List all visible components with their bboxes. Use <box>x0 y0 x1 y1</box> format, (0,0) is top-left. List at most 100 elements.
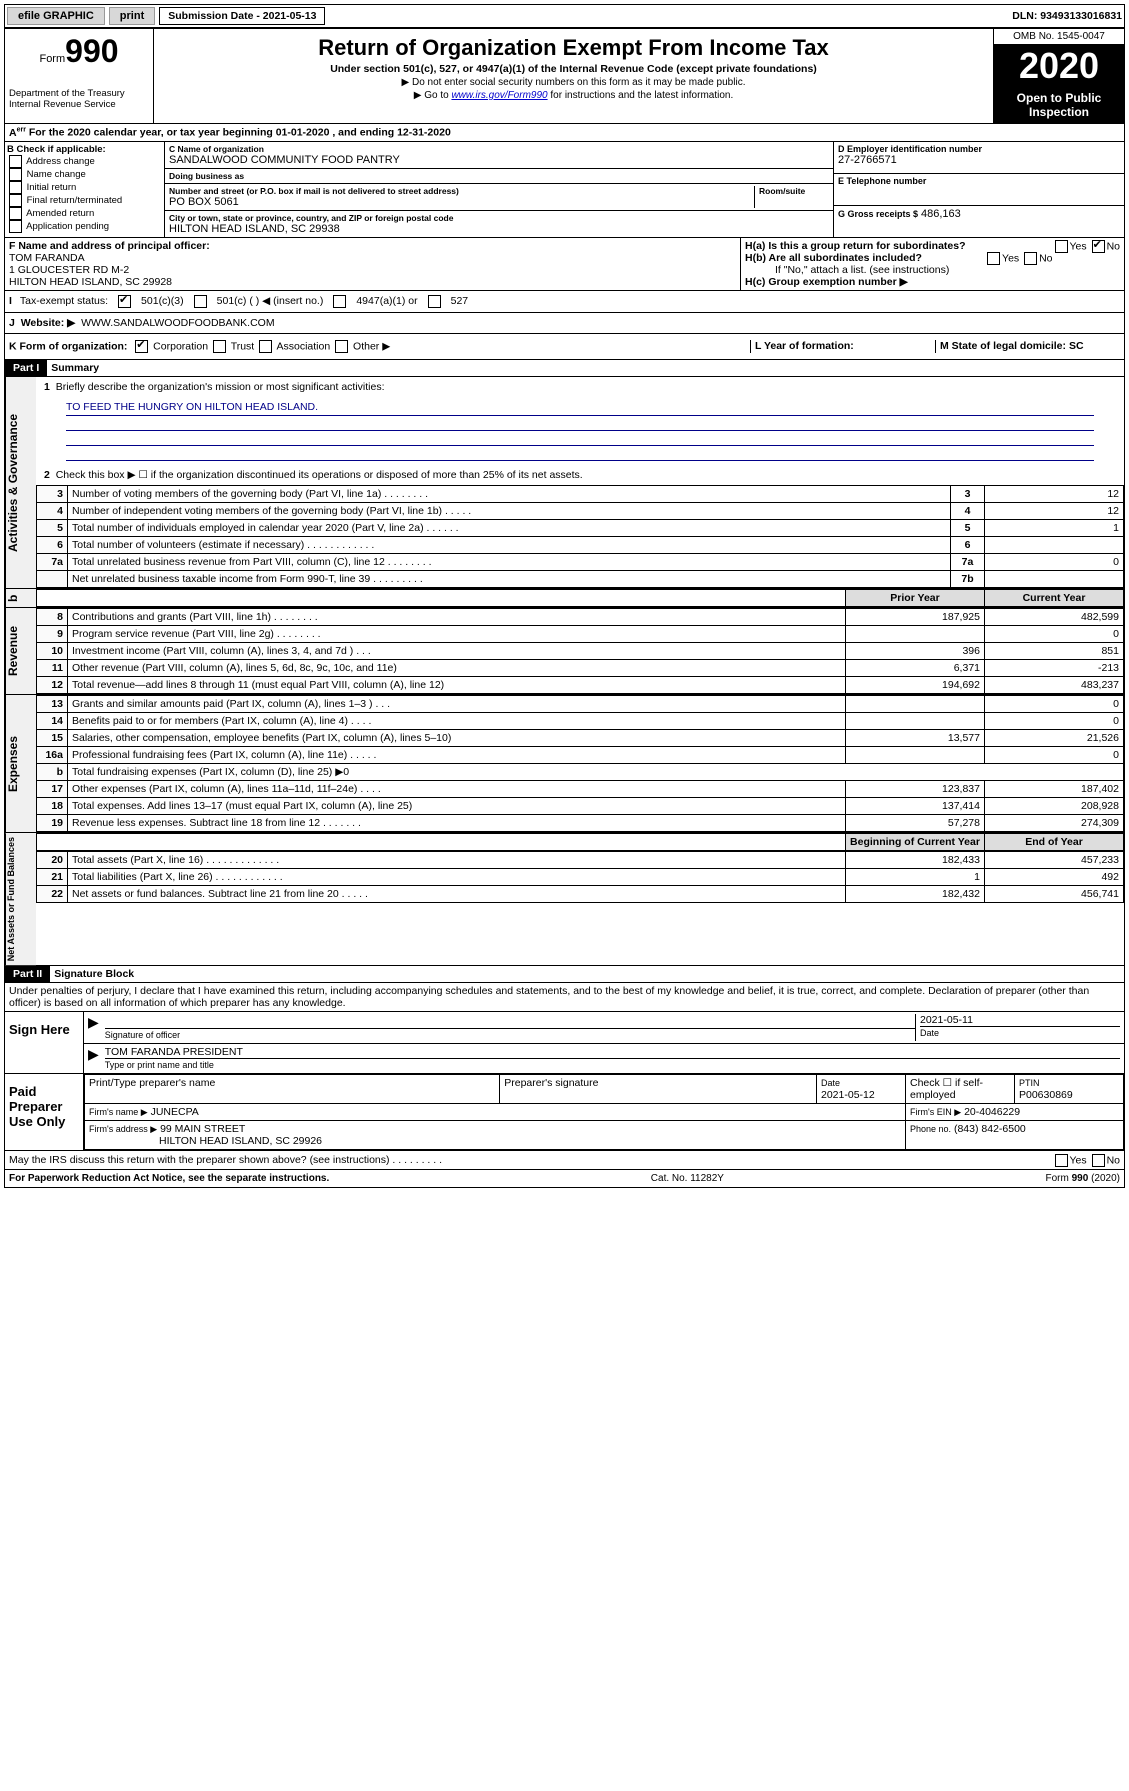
phone-label: E Telephone number <box>838 176 1120 186</box>
ha-no-checkbox[interactable] <box>1092 240 1105 253</box>
sig-name-label: Type or print name and title <box>105 1060 214 1070</box>
gross-receipts: 486,163 <box>921 208 961 220</box>
firm-phone: (843) 842-6500 <box>954 1123 1026 1135</box>
sig-date-label: Date <box>920 1028 939 1038</box>
vlabel-netassets: Net Assets or Fund Balances <box>5 833 36 965</box>
website: WWW.SANDALWOODFOODBANK.COM <box>81 317 274 329</box>
firm-addr2: HILTON HEAD ISLAND, SC 29926 <box>159 1135 322 1147</box>
footer: For Paperwork Reduction Act Notice, see … <box>4 1170 1125 1188</box>
firm-addr-label: Firm's address ▶ <box>89 1124 157 1134</box>
officer-addr2: HILTON HEAD ISLAND, SC 29928 <box>9 276 172 288</box>
hb-yes-checkbox[interactable] <box>987 252 1000 265</box>
discuss-no-checkbox[interactable] <box>1092 1154 1105 1167</box>
hb-label: H(b) Are all subordinates included? <box>745 252 922 264</box>
firm-phone-label: Phone no. <box>910 1124 951 1134</box>
prep-sig-hdr: Preparer's signature <box>500 1074 817 1103</box>
footer-left: For Paperwork Reduction Act Notice, see … <box>9 1173 329 1184</box>
state-domicile: M State of legal domicile: SC <box>940 340 1084 352</box>
top-bar: efile GRAPHIC print Submission Date - 20… <box>4 4 1125 28</box>
corp-checkbox[interactable] <box>135 340 148 353</box>
print-button[interactable]: print <box>109 7 155 25</box>
footer-cat: Cat. No. 11282Y <box>651 1173 724 1184</box>
col-h: H(a) Is this a group return for subordin… <box>741 238 1124 290</box>
form-number: Form990 <box>9 33 149 70</box>
vlabel-activities: Activities & Governance <box>5 377 36 588</box>
vlabel-revenue: Revenue <box>5 608 36 694</box>
efile-button[interactable]: efile GRAPHIC <box>7 7 105 25</box>
l2-text: Check this box ▶ ☐ if the organization d… <box>56 469 583 481</box>
527-checkbox[interactable] <box>428 295 441 308</box>
trust-checkbox[interactable] <box>213 340 226 353</box>
col-b: B Check if applicable: Address change Na… <box>5 142 165 237</box>
sign-here-label: Sign Here <box>5 1012 84 1073</box>
end-year-hdr: End of Year <box>1025 836 1083 848</box>
city-label: City or town, state or province, country… <box>169 213 453 223</box>
ein-label: D Employer identification number <box>838 144 1120 154</box>
curr-year-hdr: Current Year <box>1023 592 1086 604</box>
ha-label: H(a) Is this a group return for subordin… <box>745 240 966 252</box>
4947-checkbox[interactable] <box>333 295 346 308</box>
firm-ein: 20-4046229 <box>964 1106 1020 1118</box>
open-inspection: Open to Public Inspection <box>994 87 1124 123</box>
vlabel-blank: b <box>5 589 36 607</box>
assoc-checkbox[interactable] <box>259 340 272 353</box>
row-a: Aerr For the 2020 calendar year, or tax … <box>4 124 1125 142</box>
prep-date-hdr: Date <box>821 1078 840 1088</box>
prep-name-hdr: Print/Type preparer's name <box>85 1074 500 1103</box>
part-ii-title: Signature Block <box>50 966 138 982</box>
sig-officer-label: Signature of officer <box>105 1030 180 1040</box>
paid-preparer-label: Paid Preparer Use Only <box>5 1074 84 1150</box>
501c-checkbox[interactable] <box>194 295 207 308</box>
l1-text: Briefly describe the organization's miss… <box>56 381 385 393</box>
dept: Department of the Treasury Internal Reve… <box>9 88 149 110</box>
row-k-l-m: K Form of organization: Corporation Trus… <box>4 334 1125 360</box>
dba-label: Doing business as <box>169 171 244 181</box>
org-name: SANDALWOOD COMMUNITY FOOD PANTRY <box>169 154 400 166</box>
beg-year-hdr: Beginning of Current Year <box>850 836 980 848</box>
firm-name-label: Firm's name ▶ <box>89 1107 148 1117</box>
ptin-hdr: PTIN <box>1019 1078 1040 1088</box>
firm-addr1: 99 MAIN STREET <box>160 1123 245 1135</box>
city: HILTON HEAD ISLAND, SC 29938 <box>169 223 453 235</box>
mission: TO FEED THE HUNGRY ON HILTON HEAD ISLAND… <box>66 401 1094 416</box>
tax-year: 2020 <box>994 45 1124 87</box>
hc-label: H(c) Group exemption number ▶ <box>745 276 908 288</box>
gross-label: G Gross receipts $ <box>838 209 918 219</box>
note1: ▶ Do not enter social security numbers o… <box>158 77 989 88</box>
self-emp: Check ☐ if self-employed <box>906 1074 1015 1103</box>
omb: OMB No. 1545-0047 <box>994 29 1124 45</box>
other-checkbox[interactable] <box>335 340 348 353</box>
form-title: Return of Organization Exempt From Incom… <box>158 35 989 61</box>
declaration: Under penalties of perjury, I declare th… <box>4 983 1125 1012</box>
prior-year-hdr: Prior Year <box>890 592 939 604</box>
addr-label: Number and street (or P.O. box if mail i… <box>169 186 750 196</box>
col-f: F Name and address of principal officer:… <box>5 238 741 290</box>
prep-date: 2021-05-12 <box>821 1089 875 1101</box>
hb-no-checkbox[interactable] <box>1024 252 1037 265</box>
firm-name: JUNECPA <box>151 1106 199 1118</box>
firm-ein-label: Firm's EIN ▶ <box>910 1107 961 1117</box>
part-i-title: Summary <box>47 360 103 376</box>
ein: 27-2766571 <box>838 154 1120 166</box>
footer-right: Form 990 (2020) <box>1046 1173 1120 1184</box>
year-formation-label: L Year of formation: <box>755 340 854 352</box>
dln: DLN: 93493133016831 <box>1012 10 1122 22</box>
part-i-header: Part I <box>5 360 47 376</box>
c-name-label: C Name of organization <box>169 144 400 154</box>
section-b-to-g: B Check if applicable: Address change Na… <box>4 142 1125 238</box>
irs-link[interactable]: www.irs.gov/Form990 <box>451 90 547 101</box>
officer-addr1: 1 GLOUCESTER RD M-2 <box>9 264 129 276</box>
row-j: J Website: ▶ WWW.SANDALWOODFOODBANK.COM <box>4 313 1125 334</box>
501c3-checkbox[interactable] <box>118 295 131 308</box>
room-label: Room/suite <box>759 186 829 196</box>
sig-date: 2021-05-11 <box>920 1014 1120 1027</box>
street: PO BOX 5061 <box>169 196 750 208</box>
ha-yes-checkbox[interactable] <box>1055 240 1068 253</box>
submission-date: Submission Date - 2021-05-13 <box>159 7 325 25</box>
discuss-text: May the IRS discuss this return with the… <box>9 1154 442 1166</box>
row-i: ITax-exempt status: 501(c)(3) 501(c) ( )… <box>4 291 1125 313</box>
discuss-yes-checkbox[interactable] <box>1055 1154 1068 1167</box>
sig-name: TOM FARANDA PRESIDENT <box>105 1046 1120 1059</box>
subtitle: Under section 501(c), 527, or 4947(a)(1)… <box>158 63 989 75</box>
ptin: P00630869 <box>1019 1089 1073 1101</box>
